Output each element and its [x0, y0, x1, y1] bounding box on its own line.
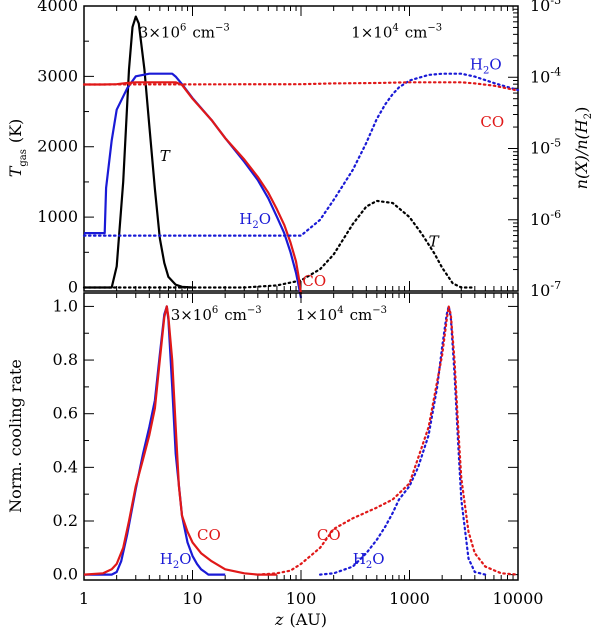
- top-y2-tick-label: 10-6: [530, 208, 561, 229]
- top-y2-tick-label: 10-5: [530, 137, 561, 158]
- bottom-y-tick-label: 1.0: [53, 296, 78, 315]
- top-series-t-dotted: [82, 199, 476, 289]
- top-annotation-t: T: [429, 233, 440, 251]
- top-y-axis-label: Tgas(K): [6, 119, 29, 178]
- top-panel: 0 1000 2000 3000 4000 10-7 10-6 10-5 10-4 10-3 Tga…: [6, 0, 594, 300]
- bottom-series-co-dotted: [256, 305, 520, 576]
- bottom-y-tick-label: 0.8: [53, 350, 78, 369]
- bottom-annotation-h: H2O: [353, 550, 385, 571]
- bottom-y-tick-label: 0.6: [53, 404, 78, 423]
- top-series-co-dotted: [82, 81, 520, 92]
- top-y-tick-label: 3000: [37, 66, 78, 85]
- bottom-y-axis-label: Norm. cooling rate: [6, 359, 25, 513]
- bottom-y-tick-label: 0.2: [53, 511, 78, 530]
- bottom-panel: 0.0 0.2 0.4 0.6 0.8 1.0 1 10 100 1000 10000 Norm. c…: [6, 292, 544, 629]
- top-annotation-density: 1×104 cm−3: [351, 23, 442, 42]
- bottom-annotation-density: 1×104 cm−3: [296, 305, 387, 324]
- bottom-y-tick-label: 0.4: [53, 457, 78, 476]
- top-annotation-density: 3×106 cm−3: [139, 23, 230, 42]
- bottom-series-co-solid: [83, 305, 277, 576]
- bottom-x-tick-label: 10: [182, 589, 202, 608]
- top-series-co-solid: [84, 81, 303, 295]
- top-annotation-h: H2O: [239, 210, 271, 231]
- top-y2-tick-label: 10-7: [530, 279, 561, 300]
- bottom-x-tick-label: 100: [286, 589, 317, 608]
- top-annotation-t: T: [160, 147, 171, 165]
- top-y-tick-label: 2000: [37, 137, 78, 156]
- bottom-x-tick-label: 10000: [493, 589, 544, 608]
- x-axis-label: z (AU): [274, 610, 327, 629]
- bottom-x-tick-label: 1000: [389, 589, 430, 608]
- bottom-series-h2o-dotted: [319, 305, 487, 576]
- bottom-x-tick-label: 1: [79, 589, 89, 608]
- top-y-tick-label: 0: [68, 277, 78, 296]
- top-annotation-co: CO: [302, 272, 326, 290]
- top-y-tick-label: 1000: [37, 207, 78, 226]
- bottom-y-tick-label: 0.0: [53, 565, 78, 584]
- top-annotation-co: CO: [480, 113, 504, 131]
- bottom-annotation-co: CO: [317, 526, 341, 544]
- top-axes-frame: [83, 5, 519, 292]
- top-annotation-h: H2O: [470, 55, 502, 76]
- top-y2-tick-label: 10-4: [530, 65, 561, 86]
- bottom-annotation-h: H2O: [160, 550, 192, 571]
- top-series-t-solid: [84, 15, 193, 289]
- top-y2-axis-label: n(X)/n(H2): [572, 107, 594, 190]
- top-y-tick-label: 4000: [37, 0, 78, 15]
- top-series-h2o-dotted: [82, 72, 520, 237]
- bottom-annotation-co: CO: [197, 526, 221, 544]
- top-y2-tick-label: 10-3: [530, 0, 561, 15]
- bottom-annotation-density: 3×106 cm−3: [171, 305, 262, 324]
